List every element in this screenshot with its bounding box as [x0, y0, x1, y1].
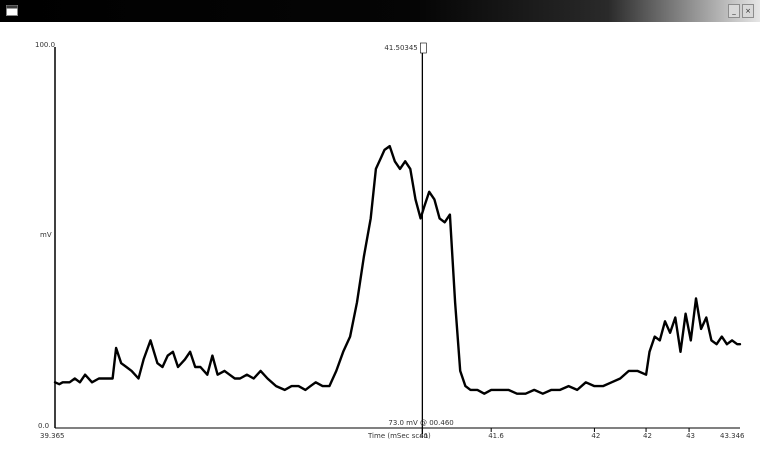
x-tick-label: 42: [591, 432, 600, 440]
x-tick-label: 41: [419, 432, 428, 440]
app-window-icon[interactable]: [6, 5, 18, 16]
signal-series-line: [53, 144, 742, 395]
x-tick-label: 43: [686, 432, 695, 440]
y-top-label: 100.0: [35, 41, 55, 49]
bottom-ticks: 41 41.6 42 42 43: [419, 428, 695, 440]
window-titlebar[interactable]: _ ×: [0, 0, 760, 22]
cursor-top-readout: 41.50345: [384, 44, 417, 52]
y-unit-label: mV: [40, 231, 52, 239]
cursor-top-handle[interactable]: 41.50345: [384, 42, 427, 54]
x-end-label: 43.346: [720, 432, 745, 440]
x-start-label: 39.365: [40, 432, 65, 440]
minimize-button[interactable]: _: [728, 4, 740, 18]
close-button[interactable]: ×: [742, 4, 754, 18]
x-tick-label: 41.6: [488, 432, 504, 440]
x-axis-title: Time (mSec scan): [367, 432, 431, 440]
cursor-bottom-readout: 73.0 mV @ 00.460: [388, 419, 453, 427]
y-bottom-label: 0.0: [38, 422, 49, 430]
x-tick-label: 42: [643, 432, 652, 440]
window-controls: _ ×: [728, 3, 754, 19]
